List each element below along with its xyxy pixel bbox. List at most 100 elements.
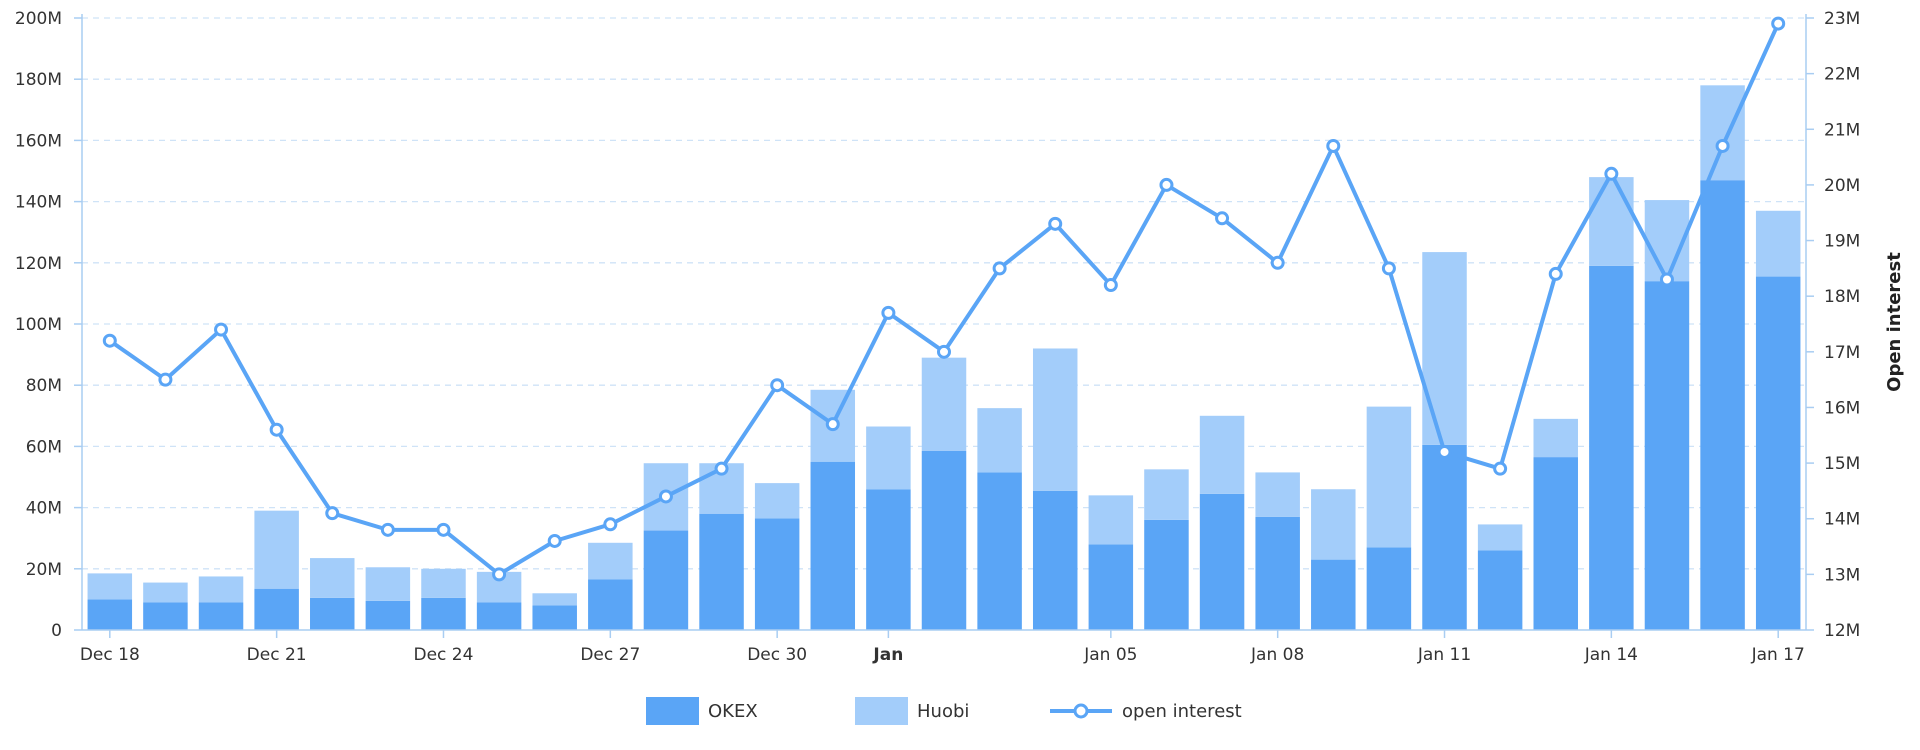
open-interest-point[interactable] bbox=[158, 372, 173, 387]
bar-okex[interactable] bbox=[1366, 547, 1412, 630]
legend-item-huobi[interactable]: Huobi bbox=[855, 697, 969, 725]
open-interest-point[interactable] bbox=[380, 522, 395, 537]
open-interest-point[interactable] bbox=[1159, 177, 1174, 192]
bar-okex[interactable] bbox=[921, 450, 967, 630]
bar-okex[interactable] bbox=[1644, 281, 1690, 630]
bar-okex[interactable] bbox=[1700, 180, 1745, 630]
bar-okex[interactable] bbox=[977, 472, 1022, 630]
open-interest-point[interactable] bbox=[1715, 138, 1730, 153]
bar-huobi[interactable] bbox=[866, 426, 911, 490]
x-tick-label: Jan 17 bbox=[1751, 645, 1805, 665]
open-interest-point[interactable] bbox=[714, 461, 729, 476]
open-interest-point[interactable] bbox=[269, 422, 284, 437]
bar-okex[interactable] bbox=[866, 489, 911, 630]
bar-okex[interactable] bbox=[1589, 265, 1634, 630]
open-interest-point[interactable] bbox=[1103, 278, 1118, 293]
bar-okex[interactable] bbox=[198, 602, 244, 630]
bar-huobi[interactable] bbox=[1477, 524, 1523, 551]
bar-huobi[interactable] bbox=[1032, 348, 1078, 491]
bar-okex[interactable] bbox=[421, 597, 466, 630]
bar-huobi[interactable] bbox=[977, 408, 1022, 473]
open-interest-point[interactable] bbox=[1493, 461, 1508, 476]
left-y-tick-label: 80M bbox=[26, 376, 62, 396]
bar-huobi[interactable] bbox=[1366, 406, 1412, 548]
bar-okex[interactable] bbox=[476, 602, 522, 630]
bar-huobi[interactable] bbox=[1422, 252, 1467, 445]
bar-huobi[interactable] bbox=[198, 576, 244, 603]
legend[interactable]: OKEX Huobi open interest bbox=[646, 697, 1242, 725]
open-interest-point[interactable] bbox=[658, 489, 673, 504]
bar-huobi[interactable] bbox=[532, 593, 577, 606]
open-interest-point[interactable] bbox=[492, 567, 507, 582]
bar-okex[interactable] bbox=[1755, 276, 1801, 630]
bar-huobi[interactable] bbox=[421, 568, 466, 598]
bar-huobi[interactable] bbox=[1533, 418, 1578, 458]
bar-okex[interactable] bbox=[1533, 457, 1578, 630]
open-interest-point[interactable] bbox=[825, 417, 840, 432]
bar-okex[interactable] bbox=[1032, 490, 1078, 630]
bar-okex[interactable] bbox=[643, 530, 689, 630]
bar-okex[interactable] bbox=[87, 599, 133, 630]
bar-okex[interactable] bbox=[254, 588, 299, 630]
bar-huobi[interactable] bbox=[310, 558, 355, 598]
bar-huobi[interactable] bbox=[1255, 472, 1300, 517]
open-interest-point[interactable] bbox=[1215, 211, 1230, 226]
bar-huobi[interactable] bbox=[87, 573, 133, 600]
legend-item-okex[interactable]: OKEX bbox=[646, 697, 758, 725]
right-y-tick-label: 17M bbox=[1824, 343, 1860, 363]
x-tick-label: Dec 24 bbox=[414, 645, 474, 665]
bar-okex[interactable] bbox=[143, 602, 188, 630]
open-interest-point[interactable] bbox=[436, 522, 451, 537]
bar-okex[interactable] bbox=[532, 605, 577, 630]
open-interest-point[interactable] bbox=[214, 322, 229, 337]
bar-okex[interactable] bbox=[588, 579, 633, 630]
bar-okex[interactable] bbox=[754, 518, 800, 630]
bar-huobi[interactable] bbox=[921, 357, 967, 451]
open-interest-point[interactable] bbox=[992, 261, 1007, 276]
bar-okex[interactable] bbox=[1255, 516, 1300, 630]
axes bbox=[74, 14, 1814, 638]
legend-swatch bbox=[646, 697, 699, 725]
bar-huobi[interactable] bbox=[754, 483, 800, 519]
bar-huobi[interactable] bbox=[1311, 489, 1356, 560]
open-interest-point[interactable] bbox=[881, 305, 896, 320]
bar-huobi[interactable] bbox=[1589, 177, 1634, 266]
open-interest-point[interactable] bbox=[1548, 266, 1563, 281]
open-interest-point[interactable] bbox=[102, 333, 117, 348]
open-interest-point[interactable] bbox=[1604, 166, 1619, 181]
bar-okex[interactable] bbox=[1088, 544, 1134, 630]
bar-huobi[interactable] bbox=[1755, 210, 1801, 277]
open-interest-point[interactable] bbox=[937, 344, 951, 359]
bar-okex[interactable] bbox=[1199, 493, 1245, 630]
bar-okex[interactable] bbox=[699, 513, 744, 630]
bar-okex[interactable] bbox=[1144, 519, 1189, 630]
open-interest-point[interactable] bbox=[770, 378, 785, 393]
bar-okex[interactable] bbox=[1477, 550, 1523, 630]
bar-huobi[interactable] bbox=[365, 567, 411, 601]
bar-huobi[interactable] bbox=[1700, 85, 1745, 181]
open-interest-point[interactable] bbox=[1326, 138, 1341, 153]
open-interest-point[interactable] bbox=[547, 533, 562, 548]
bar-okex[interactable] bbox=[1311, 559, 1356, 630]
bar-okex[interactable] bbox=[810, 461, 856, 630]
open-interest-point[interactable] bbox=[603, 517, 618, 532]
open-interest-point[interactable] bbox=[1048, 216, 1063, 231]
bar-huobi[interactable] bbox=[1199, 415, 1245, 494]
open-interest-point[interactable] bbox=[1270, 255, 1285, 270]
open-interest-point[interactable] bbox=[1381, 261, 1396, 276]
x-tick-label: Jan 08 bbox=[1250, 645, 1304, 665]
bar-huobi[interactable] bbox=[254, 510, 299, 589]
bar-okex[interactable] bbox=[310, 597, 355, 630]
bar-huobi[interactable] bbox=[143, 582, 188, 603]
bar-okex[interactable] bbox=[1422, 444, 1467, 630]
legend-item-open-interest[interactable]: open interest bbox=[1050, 701, 1242, 722]
open-interest-point[interactable] bbox=[325, 506, 340, 521]
bar-huobi[interactable] bbox=[1088, 495, 1134, 545]
bar-okex[interactable] bbox=[365, 600, 411, 630]
open-interest-point[interactable] bbox=[1437, 444, 1452, 459]
right-y-tick-label: 14M bbox=[1824, 510, 1860, 530]
bar-huobi[interactable] bbox=[1144, 469, 1189, 520]
open-interest-point[interactable] bbox=[1659, 272, 1674, 287]
bar-huobi[interactable] bbox=[588, 542, 633, 580]
open-interest-point[interactable] bbox=[1771, 16, 1786, 31]
